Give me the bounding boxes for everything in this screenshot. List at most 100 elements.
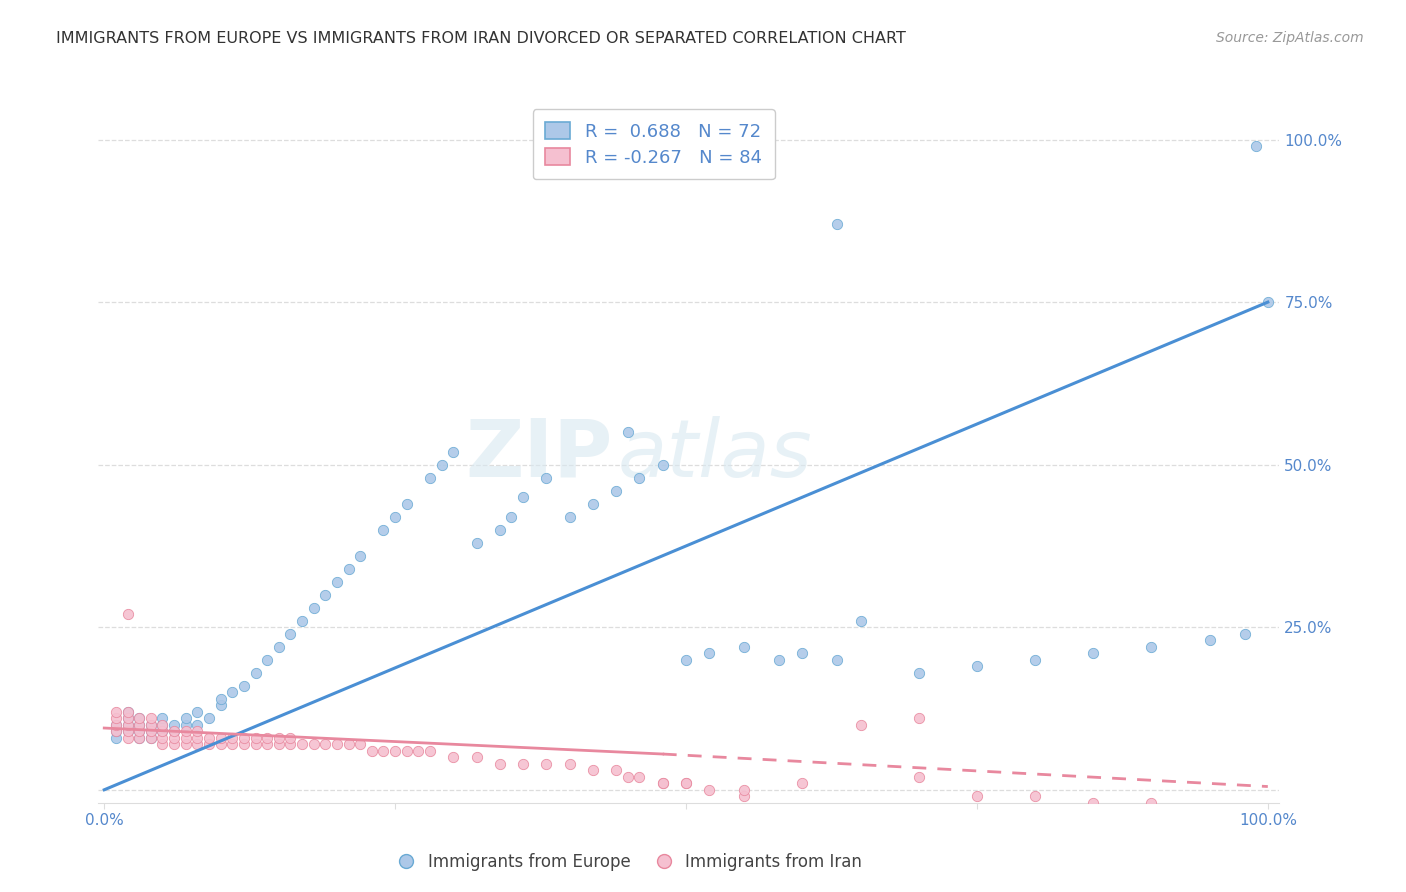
Point bbox=[245, 737, 267, 751]
Point bbox=[163, 737, 186, 751]
Point bbox=[1140, 796, 1163, 810]
Point bbox=[1244, 139, 1267, 153]
Point bbox=[291, 737, 314, 751]
Point bbox=[1024, 789, 1046, 804]
Point bbox=[245, 665, 267, 680]
Point bbox=[232, 731, 254, 745]
Point bbox=[408, 744, 430, 758]
Point bbox=[536, 471, 558, 485]
Point bbox=[465, 535, 488, 549]
Point bbox=[280, 731, 302, 745]
Point bbox=[232, 679, 254, 693]
Point bbox=[163, 731, 186, 745]
Text: ZIP: ZIP bbox=[465, 416, 612, 494]
Point bbox=[441, 750, 464, 764]
Point bbox=[768, 653, 790, 667]
Point bbox=[128, 724, 150, 739]
Point bbox=[907, 770, 929, 784]
Point bbox=[792, 776, 814, 790]
Point bbox=[209, 691, 232, 706]
Point bbox=[827, 653, 849, 667]
Point bbox=[128, 711, 150, 725]
Point bbox=[395, 744, 418, 758]
Point bbox=[139, 731, 162, 745]
Point bbox=[186, 731, 208, 745]
Point bbox=[280, 626, 302, 640]
Point bbox=[628, 471, 651, 485]
Point bbox=[152, 718, 174, 732]
Text: IMMIGRANTS FROM EUROPE VS IMMIGRANTS FROM IRAN DIVORCED OR SEPARATED CORRELATION: IMMIGRANTS FROM EUROPE VS IMMIGRANTS FRO… bbox=[56, 31, 905, 46]
Point bbox=[198, 737, 221, 751]
Point bbox=[605, 764, 627, 778]
Point bbox=[256, 737, 278, 751]
Point bbox=[174, 737, 197, 751]
Point bbox=[651, 458, 673, 472]
Point bbox=[849, 718, 872, 732]
Point bbox=[512, 490, 534, 504]
Point bbox=[966, 789, 988, 804]
Point bbox=[186, 718, 208, 732]
Point bbox=[373, 523, 395, 537]
Point bbox=[139, 731, 162, 745]
Point bbox=[198, 731, 221, 745]
Point bbox=[675, 776, 697, 790]
Point bbox=[104, 731, 127, 745]
Point bbox=[198, 711, 221, 725]
Point bbox=[117, 711, 139, 725]
Point bbox=[209, 698, 232, 713]
Point bbox=[675, 653, 697, 667]
Point bbox=[314, 737, 336, 751]
Point bbox=[152, 724, 174, 739]
Point bbox=[139, 724, 162, 739]
Point bbox=[395, 497, 418, 511]
Point bbox=[489, 756, 512, 771]
Point bbox=[104, 705, 127, 719]
Point bbox=[221, 731, 243, 745]
Point bbox=[139, 718, 162, 732]
Point bbox=[512, 756, 534, 771]
Point bbox=[501, 509, 523, 524]
Point bbox=[849, 614, 872, 628]
Point bbox=[209, 731, 232, 745]
Point bbox=[163, 724, 186, 739]
Point bbox=[628, 770, 651, 784]
Point bbox=[907, 665, 929, 680]
Point bbox=[128, 711, 150, 725]
Text: atlas: atlas bbox=[619, 416, 813, 494]
Point bbox=[314, 588, 336, 602]
Point bbox=[675, 776, 697, 790]
Point bbox=[174, 711, 197, 725]
Point bbox=[337, 737, 360, 751]
Point bbox=[384, 744, 406, 758]
Point bbox=[152, 711, 174, 725]
Point bbox=[104, 724, 127, 739]
Point bbox=[174, 731, 197, 745]
Point bbox=[349, 549, 371, 563]
Point bbox=[733, 640, 755, 654]
Point bbox=[605, 483, 627, 498]
Point bbox=[186, 737, 208, 751]
Point bbox=[117, 718, 139, 732]
Point bbox=[326, 737, 349, 751]
Point bbox=[419, 744, 441, 758]
Point bbox=[1083, 646, 1105, 660]
Legend: Immigrants from Europe, Immigrants from Iran: Immigrants from Europe, Immigrants from … bbox=[391, 847, 869, 878]
Text: Source: ZipAtlas.com: Source: ZipAtlas.com bbox=[1216, 31, 1364, 45]
Point bbox=[651, 776, 673, 790]
Point bbox=[419, 471, 441, 485]
Point bbox=[152, 731, 174, 745]
Point bbox=[128, 718, 150, 732]
Point bbox=[1233, 626, 1256, 640]
Point bbox=[152, 737, 174, 751]
Point bbox=[152, 724, 174, 739]
Point bbox=[326, 574, 349, 589]
Point bbox=[697, 646, 720, 660]
Point bbox=[489, 523, 512, 537]
Point bbox=[733, 782, 755, 797]
Point bbox=[267, 737, 290, 751]
Point bbox=[139, 711, 162, 725]
Point bbox=[966, 659, 988, 673]
Point bbox=[441, 444, 464, 458]
Point bbox=[186, 724, 208, 739]
Point bbox=[1024, 653, 1046, 667]
